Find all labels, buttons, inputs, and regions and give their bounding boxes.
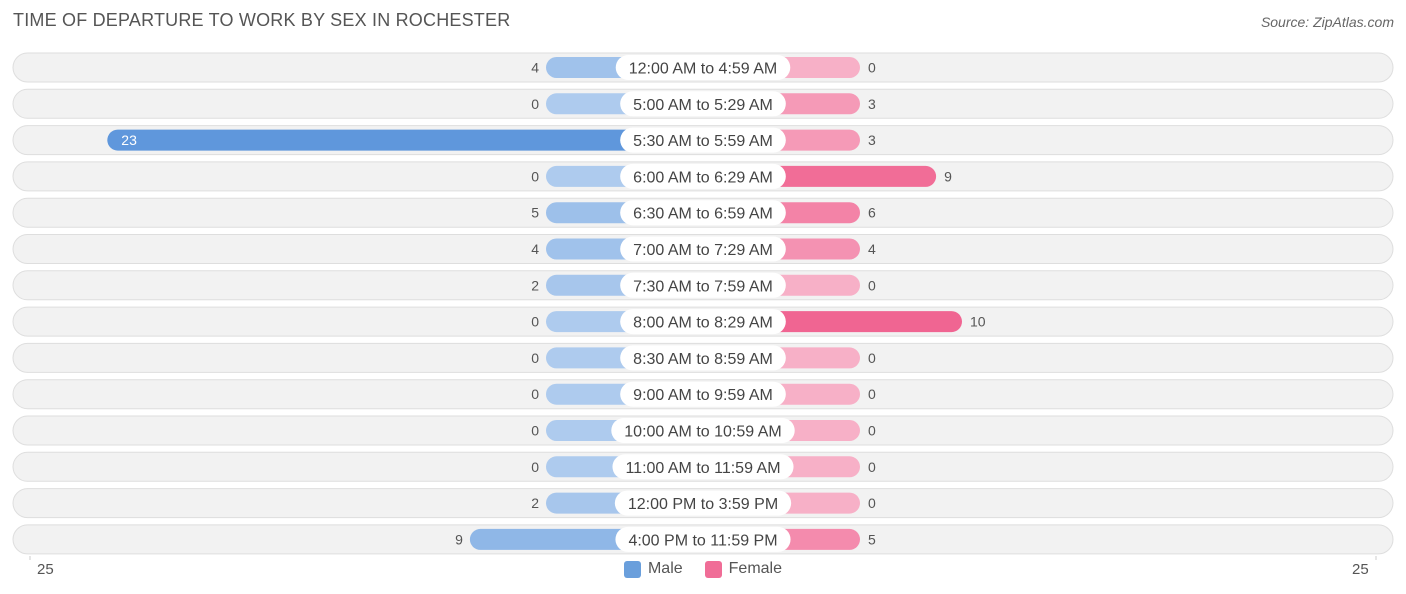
value-label-male: 4 — [531, 60, 539, 76]
value-label-female: 6 — [868, 205, 876, 221]
category-label: 4:00 PM to 11:59 PM — [628, 532, 777, 549]
category-label-pill — [620, 345, 786, 371]
value-label-male: 0 — [531, 423, 539, 439]
category-label-pill — [620, 309, 786, 335]
category-label-pill — [620, 127, 786, 153]
category-label: 12:00 AM to 4:59 AM — [629, 61, 778, 78]
value-label-male: 23 — [121, 132, 137, 148]
value-label-female: 0 — [868, 459, 876, 475]
value-label-male: 9 — [455, 531, 463, 547]
value-label-female: 0 — [868, 495, 876, 511]
chart-area: 4 0 12:00 AM to 4:59 AM 0 3 5:00 AM to 5:29 A… — [12, 52, 1394, 560]
category-label-pill — [614, 490, 792, 516]
value-label-male: 0 — [531, 350, 539, 366]
axis-right-max-label: 25 — [1352, 561, 1369, 578]
bar-male — [107, 129, 704, 151]
legend-label-female: Female — [728, 560, 783, 577]
category-label-pill — [612, 454, 794, 480]
value-label-male: 0 — [531, 386, 539, 402]
value-label-female: 3 — [868, 96, 876, 112]
category-label-pill — [615, 526, 791, 552]
category-label-pill — [620, 272, 786, 298]
category-label: 7:30 AM to 7:59 AM — [633, 278, 773, 295]
value-label-male: 4 — [531, 241, 539, 257]
category-label: 8:00 AM to 8:29 AM — [633, 315, 773, 332]
legend-item-female[interactable]: Female — [704, 560, 783, 578]
legend-label-male: Male — [647, 560, 683, 577]
category-label: 6:30 AM to 6:59 AM — [633, 206, 773, 223]
category-label: 8:30 AM to 8:59 AM — [633, 351, 773, 368]
category-label-pill — [611, 418, 795, 443]
value-label-female: 4 — [868, 241, 876, 257]
value-label-female: 0 — [868, 277, 876, 293]
value-label-female: 3 — [868, 132, 876, 148]
category-label-pill — [620, 236, 786, 262]
legend: Male Female — [0, 560, 1406, 578]
category-label-pill — [620, 91, 786, 117]
value-label-female: 0 — [868, 60, 876, 76]
category-label: 10:00 AM to 10:59 AM — [624, 424, 781, 441]
value-label-male: 5 — [531, 205, 539, 221]
source-note: Source: ZipAtlas.com — [1260, 14, 1394, 30]
axis-left-max-label: 25 — [37, 561, 54, 578]
value-label-male: 0 — [531, 459, 539, 475]
legend-swatch-male — [623, 560, 641, 578]
value-label-female: 10 — [970, 314, 986, 330]
value-label-male: 0 — [531, 314, 539, 330]
category-label-pill — [620, 163, 786, 189]
legend-item-male[interactable]: Male — [623, 560, 683, 578]
value-label-female: 0 — [868, 350, 876, 366]
value-label-female: 9 — [944, 168, 952, 184]
category-label: 5:00 AM to 5:29 AM — [633, 97, 773, 114]
category-label: 12:00 PM to 3:59 PM — [628, 496, 778, 513]
value-label-female: 5 — [868, 531, 876, 547]
value-label-male: 2 — [531, 495, 539, 511]
category-label: 7:00 AM to 7:29 AM — [633, 242, 773, 259]
category-label: 5:30 AM to 5:59 AM — [633, 133, 773, 150]
value-label-female: 0 — [868, 386, 876, 402]
category-label-pill — [620, 200, 786, 226]
chart-title: TIME OF DEPARTURE TO WORK BY SEX IN ROCH… — [13, 10, 511, 30]
value-label-male: 2 — [531, 277, 539, 293]
category-label-pill — [615, 55, 791, 80]
value-label-female: 0 — [868, 423, 876, 439]
category-label: 11:00 AM to 11:59 AM — [625, 460, 780, 477]
value-label-male: 0 — [531, 96, 539, 112]
legend-swatch-female — [704, 560, 722, 578]
category-label: 9:00 AM to 9:59 AM — [633, 387, 773, 404]
value-label-male: 0 — [531, 168, 539, 184]
category-label-pill — [620, 381, 786, 407]
category-label: 6:00 AM to 6:29 AM — [633, 169, 773, 186]
